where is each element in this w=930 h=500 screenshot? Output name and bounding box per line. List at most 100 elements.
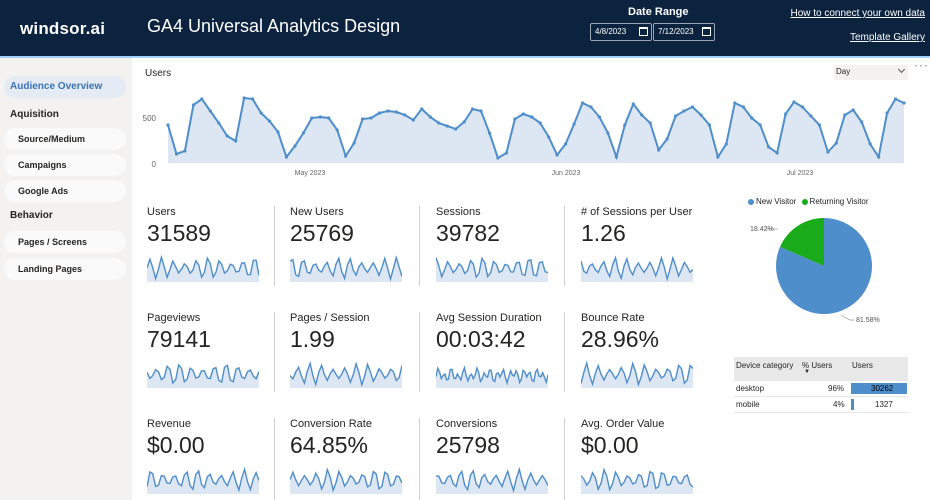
users-data-point[interactable] xyxy=(318,115,322,119)
sidebar-item-campaigns[interactable]: Campaigns xyxy=(4,154,126,176)
users-data-point[interactable] xyxy=(699,113,703,117)
users-data-point[interactable] xyxy=(547,135,551,139)
kpi-card[interactable]: Conversion Rate 64.85% xyxy=(290,418,418,500)
users-data-point[interactable] xyxy=(597,115,601,119)
users-data-point[interactable] xyxy=(504,151,508,155)
users-data-point[interactable] xyxy=(784,112,788,116)
users-data-point[interactable] xyxy=(885,111,889,115)
users-data-point[interactable] xyxy=(225,134,229,138)
kpi-card[interactable]: New Users 25769 xyxy=(290,206,418,301)
users-data-point[interactable] xyxy=(724,142,728,146)
sidebar-item-source-medium[interactable]: Source/Medium xyxy=(4,128,126,150)
users-data-point[interactable] xyxy=(555,153,559,157)
kpi-card[interactable]: Pageviews 79141 xyxy=(147,312,275,407)
users-data-point[interactable] xyxy=(191,103,195,107)
kpi-card[interactable]: Pages / Session 1.99 xyxy=(290,312,418,407)
users-data-point[interactable] xyxy=(174,152,179,156)
users-data-point[interactable] xyxy=(267,119,272,123)
users-data-point[interactable] xyxy=(690,105,695,109)
users-data-point[interactable] xyxy=(860,120,864,124)
users-data-point[interactable] xyxy=(750,116,754,120)
users-data-point[interactable] xyxy=(817,123,822,127)
users-data-point[interactable] xyxy=(792,100,796,104)
users-data-point[interactable] xyxy=(809,114,813,118)
users-data-point[interactable] xyxy=(335,128,339,132)
calendar-icon[interactable] xyxy=(639,27,648,36)
users-data-point[interactable] xyxy=(411,118,415,122)
start-date-input[interactable]: 4/8/2023 xyxy=(590,23,652,41)
pie-slice-new-visitor[interactable] xyxy=(775,218,872,314)
users-data-point[interactable] xyxy=(276,130,280,134)
users-data-point[interactable] xyxy=(707,123,712,127)
users-data-point[interactable] xyxy=(564,142,568,146)
users-data-point[interactable] xyxy=(217,121,221,125)
users-data-point[interactable] xyxy=(800,105,805,109)
users-data-point[interactable] xyxy=(420,107,424,111)
users-data-point[interactable] xyxy=(530,115,534,119)
users-data-point[interactable] xyxy=(665,137,669,141)
users-data-point[interactable] xyxy=(513,117,517,121)
users-data-point[interactable] xyxy=(310,116,314,120)
kpi-card[interactable]: Sessions 39782 xyxy=(436,206,564,301)
users-data-point[interactable] xyxy=(538,121,542,125)
sidebar-item-google-ads[interactable]: Google Ads xyxy=(4,180,126,202)
granularity-dropdown[interactable]: Day xyxy=(834,65,908,80)
users-data-point[interactable] xyxy=(623,123,627,127)
users-data-point[interactable] xyxy=(386,109,390,113)
users-data-point[interactable] xyxy=(902,101,906,105)
connect-data-link[interactable]: How to connect your own data xyxy=(790,8,925,19)
legend-returning-visitor[interactable]: Returning Visitor xyxy=(809,197,869,206)
users-data-point[interactable] xyxy=(327,116,331,120)
users-data-point[interactable] xyxy=(208,109,212,113)
users-data-point[interactable] xyxy=(851,108,855,112)
kpi-card[interactable]: Users 31589 xyxy=(147,206,275,301)
users-data-point[interactable] xyxy=(377,111,382,115)
users-data-point[interactable] xyxy=(394,110,398,114)
users-data-point[interactable] xyxy=(521,112,525,116)
users-data-point[interactable] xyxy=(606,131,610,135)
kpi-card[interactable]: Avg Session Duration 00:03:42 xyxy=(436,312,564,407)
kpi-card[interactable]: Conversions 25798 xyxy=(436,418,564,500)
calendar-icon[interactable] xyxy=(702,27,711,36)
kpi-card[interactable]: Bounce Rate 28.96% xyxy=(581,312,709,407)
sidebar-item-landing-pages[interactable]: Landing Pages xyxy=(4,258,126,280)
users-data-point[interactable] xyxy=(352,141,356,145)
sidebar-item-audience-overview[interactable]: Audience Overview xyxy=(4,76,126,98)
users-data-point[interactable] xyxy=(428,115,432,119)
users-data-point[interactable] xyxy=(868,142,872,146)
users-data-point[interactable] xyxy=(487,131,492,135)
users-data-point[interactable] xyxy=(826,150,830,154)
users-data-point[interactable] xyxy=(234,139,238,143)
users-data-point[interactable] xyxy=(293,144,297,148)
users-data-point[interactable] xyxy=(496,156,500,160)
end-date-input[interactable]: 7/12/2023 xyxy=(653,23,715,41)
users-data-point[interactable] xyxy=(479,109,483,113)
users-data-point[interactable] xyxy=(572,122,576,126)
users-data-point[interactable] xyxy=(893,97,898,101)
users-data-point[interactable] xyxy=(674,114,678,118)
pie-slice-returning-visitor[interactable] xyxy=(780,218,824,266)
col-header-pct-users[interactable]: % Users xyxy=(802,361,833,370)
kpi-card[interactable]: Revenue $0.00 xyxy=(147,418,275,500)
users-data-point[interactable] xyxy=(301,131,305,135)
kpi-card[interactable]: Avg. Order Value $0.00 xyxy=(581,418,709,500)
users-data-point[interactable] xyxy=(462,120,466,124)
users-data-point[interactable] xyxy=(716,155,720,159)
users-data-point[interactable] xyxy=(640,113,644,117)
col-header-device[interactable]: Device category xyxy=(736,361,794,370)
users-data-point[interactable] xyxy=(259,111,263,115)
users-data-point[interactable] xyxy=(471,107,475,111)
windsor-logo[interactable]: windsor.ai xyxy=(20,19,106,38)
users-data-point[interactable] xyxy=(580,101,585,105)
users-data-point[interactable] xyxy=(445,124,449,128)
col-header-users[interactable]: Users xyxy=(852,361,873,370)
users-data-point[interactable] xyxy=(589,105,593,109)
users-data-point[interactable] xyxy=(775,151,779,155)
users-data-point[interactable] xyxy=(657,148,661,152)
users-data-point[interactable] xyxy=(437,121,441,125)
sidebar-item-pages-screens[interactable]: Pages / Screens xyxy=(4,231,126,253)
users-data-point[interactable] xyxy=(183,149,187,153)
users-data-point[interactable] xyxy=(369,116,373,120)
users-data-point[interactable] xyxy=(834,141,838,145)
kpi-card[interactable]: # of Sessions per User 1.26 xyxy=(581,206,709,301)
